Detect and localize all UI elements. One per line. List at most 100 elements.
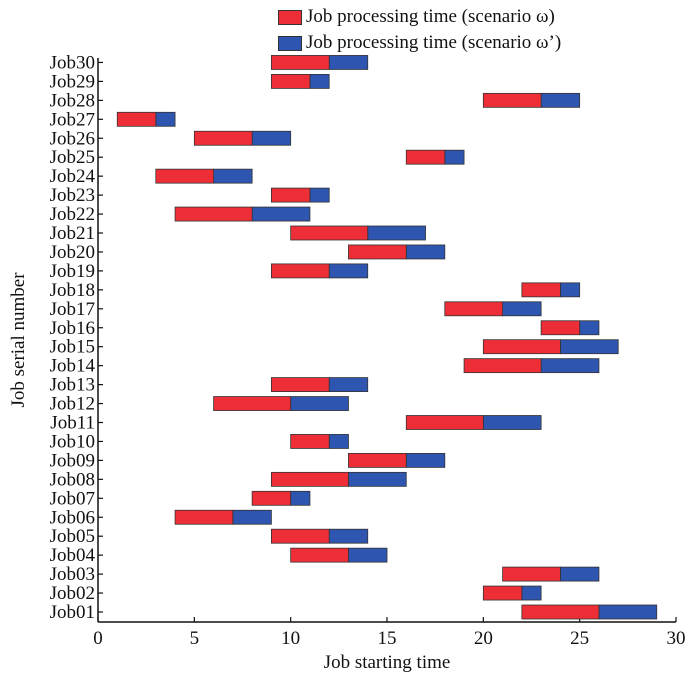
- y-tick-label: Job29: [50, 71, 95, 92]
- y-tick-label: Job23: [50, 185, 95, 206]
- y-tick-label: Job03: [50, 564, 95, 585]
- bar-omega-prime: [367, 225, 426, 241]
- bar-omega: [270, 471, 349, 487]
- y-tick-labels: Job01Job02Job03Job04Job05Job06Job07Job08…: [50, 52, 96, 623]
- bar-omega-prime: [521, 585, 542, 601]
- x-tick-label: 10: [281, 628, 300, 649]
- y-tick-label: Job24: [50, 166, 96, 187]
- x-tick-label: 30: [667, 628, 686, 649]
- bar-omega-prime: [405, 452, 446, 468]
- bar-omega-prime: [213, 168, 253, 184]
- bar-omega: [482, 585, 523, 601]
- y-tick-label: Job07: [50, 488, 95, 509]
- y-tick-label: Job22: [50, 204, 95, 225]
- y-tick-label: Job18: [50, 280, 95, 301]
- x-tick-label: 15: [378, 628, 397, 649]
- y-tick-label: Job28: [50, 90, 95, 111]
- bar-omega: [174, 206, 253, 222]
- y-tick-label: Job06: [50, 507, 95, 528]
- axes: [97, 58, 677, 623]
- y-tick-label: Job10: [50, 431, 95, 452]
- bar-omega-prime: [444, 149, 465, 165]
- bar-omega: [270, 55, 330, 70]
- legend-item-omega-prime: Job processing time (scenario ω’): [278, 30, 561, 56]
- y-tick-label: Job13: [50, 375, 95, 396]
- bar-omega-prime: [598, 604, 658, 620]
- bar-omega-prime: [309, 187, 330, 203]
- bar-omega-prime: [348, 547, 388, 563]
- x-tick-label: 0: [93, 628, 103, 649]
- bar-omega: [193, 130, 253, 146]
- y-tick-label: Job30: [50, 52, 95, 73]
- y-tick-label: Job21: [50, 223, 95, 244]
- bar-omega: [405, 149, 446, 165]
- bar-omega: [521, 604, 600, 620]
- bar-omega-prime: [232, 509, 272, 525]
- bar-omega-prime: [328, 263, 369, 279]
- y-tick-label: Job05: [50, 526, 95, 547]
- y-tick-label: Job25: [50, 147, 95, 168]
- bar-omega: [290, 225, 369, 241]
- bar-omega: [482, 339, 561, 355]
- bar-omega-prime: [502, 301, 542, 317]
- y-tick-label: Job20: [50, 242, 95, 263]
- y-tick-label: Job17: [50, 299, 95, 320]
- legend-item-omega: Job processing time (scenario ω): [278, 4, 561, 30]
- y-tick-label: Job08: [50, 469, 95, 490]
- y-tick-label: Job09: [50, 450, 95, 471]
- y-tick-label: Job14: [50, 356, 96, 377]
- bar-omega-prime: [328, 55, 369, 70]
- bar-omega-prime: [309, 74, 330, 89]
- bar-omega-prime: [251, 130, 292, 146]
- bar-omega-prime: [328, 434, 349, 449]
- y-tick-label: Job27: [50, 109, 95, 130]
- legend-swatch-omega-prime: [278, 35, 302, 51]
- bar-omega: [290, 434, 330, 449]
- bar-omega: [270, 528, 330, 544]
- y-tick-label: Job11: [50, 413, 95, 434]
- y-tick-label: Job26: [50, 128, 95, 149]
- y-tick-label: Job19: [50, 261, 95, 282]
- bar-omega-prime: [328, 528, 369, 544]
- bar-omega: [502, 566, 561, 582]
- bar-omega: [540, 320, 581, 336]
- y-tick-label: Job02: [50, 583, 95, 604]
- y-tick-label: Job16: [50, 318, 95, 339]
- legend-swatch-omega: [278, 9, 302, 25]
- bar-omega-prime: [560, 282, 581, 298]
- bar-omega: [270, 263, 330, 279]
- bar-omega-prime: [579, 320, 600, 336]
- x-tick-labels: 0 5 10 15 20 25 30: [93, 628, 685, 649]
- legend-label-omega-prime: Job processing time (scenario ω’): [306, 32, 562, 53]
- x-axis-title: Job starting time: [324, 652, 451, 673]
- x-tick-label: 5: [190, 628, 200, 649]
- bar-omega-prime: [540, 358, 600, 374]
- bar-omega-prime: [405, 244, 446, 260]
- bar-omega: [116, 111, 157, 127]
- bar-omega-prime: [560, 339, 619, 355]
- bar-omega: [521, 282, 561, 298]
- bar-omega: [251, 490, 292, 506]
- bar-omega: [155, 168, 215, 184]
- bar-omega: [444, 301, 503, 317]
- legend-label-omega: Job processing time (scenario ω): [306, 6, 555, 27]
- bar-omega-prime: [482, 415, 542, 430]
- bar-omega: [270, 74, 311, 89]
- bar-omega: [348, 452, 407, 468]
- bar-omega: [348, 244, 407, 260]
- bar-omega: [270, 377, 330, 393]
- x-tick-label: 20: [474, 628, 493, 649]
- bar-omega: [463, 358, 542, 374]
- bar-omega-prime: [328, 377, 369, 393]
- x-tick-label: 25: [570, 628, 589, 649]
- legend: Job processing time (scenario ω) Job pro…: [278, 4, 561, 56]
- y-tick-label: Job04: [50, 545, 96, 566]
- bar-omega-prime: [560, 566, 600, 582]
- bar-omega: [482, 92, 542, 108]
- bar-omega: [290, 547, 349, 563]
- bar-omega-prime: [251, 206, 311, 222]
- bar-omega-prime: [290, 490, 311, 506]
- bar-omega: [213, 396, 292, 411]
- bars: [116, 55, 658, 620]
